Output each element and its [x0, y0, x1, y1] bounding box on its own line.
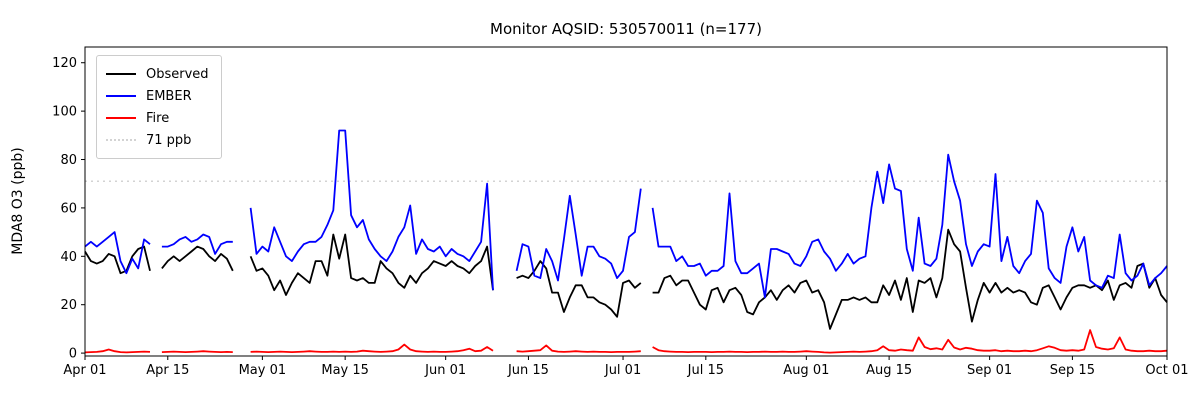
y-tick-label: 60: [60, 201, 77, 216]
legend-swatch-fire: [106, 117, 136, 119]
legend: Observed EMBER Fire 71 ppb: [96, 55, 222, 159]
axes-frame: [84, 46, 1168, 357]
series-line-observed: [84, 245, 151, 275]
series-line-fire: [250, 343, 494, 354]
legend-label: Observed: [146, 66, 209, 82]
series-line-observed: [652, 228, 1168, 330]
series-line-fire: [161, 350, 233, 354]
x-tick-label: Jun 01: [424, 363, 466, 378]
legend-item-71-ppb: 71 ppb: [106, 129, 209, 151]
series-line-observed: [516, 260, 642, 318]
legend-item-ember: EMBER: [106, 85, 209, 107]
series-line-observed: [249, 233, 494, 296]
x-tick-label: Aug 15: [866, 363, 912, 378]
legend-label: 71 ppb: [146, 132, 192, 148]
x-tick-label: Jul 15: [687, 363, 724, 378]
y-tick-label: 20: [60, 298, 77, 313]
x-tick-label: Oct 01: [1145, 363, 1188, 378]
x-tick-label: Jul 01: [604, 363, 641, 378]
y-tick-label: 40: [60, 250, 77, 265]
series-line-ember: [515, 188, 642, 282]
y-tick-label: 80: [60, 153, 77, 168]
series-line-ember: [84, 231, 151, 275]
series-line-ember: [651, 153, 1168, 299]
y-tick-label: 100: [52, 105, 77, 120]
legend-item-fire: Fire: [106, 107, 209, 129]
series-line-fire: [84, 348, 151, 354]
legend-swatch-71-ppb: [106, 139, 136, 141]
legend-swatch-observed: [106, 73, 136, 75]
legend-item-observed: Observed: [106, 63, 209, 85]
x-tick-label: Sep 15: [1050, 363, 1095, 378]
series-line-observed: [161, 245, 234, 272]
series-line-fire: [516, 344, 641, 354]
y-tick-label: 0: [69, 347, 77, 362]
x-tick-label: May 01: [239, 363, 287, 378]
x-tick-label: Apr 01: [63, 363, 106, 378]
y-tick-label: 120: [52, 56, 77, 71]
x-tick-label: Apr 15: [146, 363, 189, 378]
series-line-ember: [161, 233, 233, 255]
x-tick-label: May 15: [321, 363, 369, 378]
chart-title: Monitor AQSID: 530570011 (n=177): [490, 20, 762, 38]
x-tick-label: Sep 01: [967, 363, 1012, 378]
x-tick-label: Aug 01: [783, 363, 829, 378]
legend-label: Fire: [146, 110, 170, 126]
series-line-ember: [249, 129, 494, 291]
legend-swatch-ember: [106, 95, 136, 97]
x-tick-label: Jun 15: [507, 363, 549, 378]
legend-label: EMBER: [146, 88, 192, 104]
series-line-fire: [652, 329, 1168, 354]
